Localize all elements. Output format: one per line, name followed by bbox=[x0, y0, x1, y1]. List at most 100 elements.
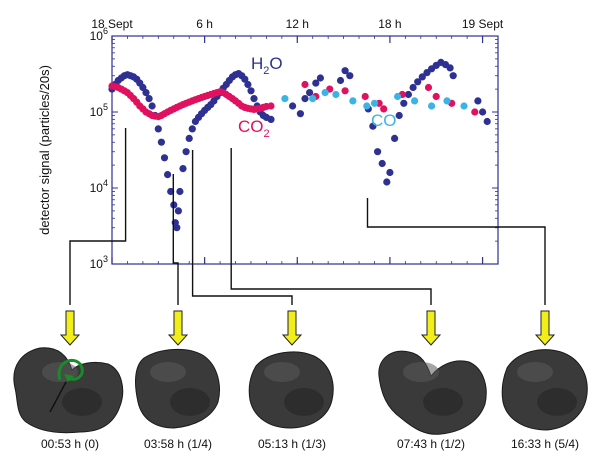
y-tick-base: 10 bbox=[90, 181, 104, 195]
x-tick-label: 18 Sept bbox=[91, 17, 133, 31]
data-point-h2o bbox=[176, 187, 184, 196]
data-point-co2 bbox=[361, 92, 369, 101]
data-point-h2o bbox=[247, 87, 255, 95]
data-point-h2o bbox=[404, 90, 412, 99]
data-point-co bbox=[281, 95, 289, 103]
data-point-h2o bbox=[474, 97, 482, 105]
series-label-main: CO bbox=[371, 111, 397, 130]
data-point-co bbox=[349, 97, 357, 105]
data-point-h2o bbox=[188, 125, 196, 133]
comet-shadow bbox=[423, 388, 463, 416]
comet-nucleus-shape bbox=[248, 351, 334, 429]
y-axis-label: detector signal (particles/20s) bbox=[37, 65, 52, 235]
data-point-h2o bbox=[174, 207, 182, 215]
data-point-h2o bbox=[414, 78, 422, 86]
comet-nucleus-shape bbox=[501, 349, 588, 431]
series-label-subscript: 2 bbox=[264, 128, 270, 140]
data-point-h2o bbox=[185, 134, 193, 142]
data-point-h2o bbox=[374, 148, 382, 156]
data-point-co bbox=[411, 97, 419, 105]
rotation-arrowhead-icon bbox=[64, 374, 74, 382]
data-point-co bbox=[443, 97, 451, 105]
series-label-main: H bbox=[251, 54, 263, 73]
data-point-h2o bbox=[409, 83, 417, 92]
y-tick-exponent: 6 bbox=[103, 26, 108, 36]
snapshot-connector-line bbox=[172, 174, 179, 305]
data-point-h2o bbox=[400, 99, 408, 107]
comet-nucleus-image bbox=[501, 349, 588, 431]
data-point-co2 bbox=[471, 108, 479, 116]
yellow-down-arrow-icon bbox=[59, 310, 81, 346]
data-point-h2o bbox=[391, 134, 399, 142]
data-point-co2 bbox=[301, 80, 309, 89]
data-point-co bbox=[363, 102, 371, 110]
data-points bbox=[108, 58, 491, 232]
data-point-h2o bbox=[341, 67, 349, 75]
snapshot-time-caption: 07:43 h (1/2) bbox=[397, 437, 465, 451]
data-point-h2o bbox=[250, 95, 258, 103]
comet-shadow bbox=[170, 388, 210, 416]
data-point-h2o bbox=[316, 74, 324, 82]
data-point-h2o bbox=[418, 73, 426, 81]
data-point-h2o bbox=[289, 102, 297, 110]
data-point-h2o bbox=[160, 154, 169, 162]
data-point-h2o bbox=[449, 72, 457, 80]
data-point-h2o bbox=[267, 115, 275, 123]
comet-highlight bbox=[403, 362, 439, 382]
data-point-co2 bbox=[432, 92, 440, 101]
data-point-co2 bbox=[267, 102, 275, 110]
comet-shadow bbox=[537, 388, 577, 416]
data-point-co2 bbox=[424, 83, 433, 92]
data-point-h2o bbox=[312, 79, 320, 87]
x-tick-label: 12 h bbox=[286, 17, 309, 31]
series-label-h2o: H2O bbox=[251, 54, 283, 77]
rotation-arrow-icon bbox=[57, 358, 84, 381]
data-point-co2 bbox=[380, 105, 388, 113]
yellow-down-arrow-icon bbox=[281, 310, 303, 346]
data-point-h2o bbox=[164, 171, 172, 179]
series-label-co2: CO2 bbox=[238, 117, 270, 140]
data-point-h2o bbox=[369, 122, 377, 130]
y-tick-exponent: 4 bbox=[103, 178, 108, 188]
x-tick-label: 18 h bbox=[378, 17, 401, 31]
comet-nucleus-shape bbox=[135, 348, 220, 429]
series-label-subscript: 2 bbox=[263, 65, 269, 77]
data-point-h2o bbox=[145, 95, 153, 103]
series-label-co: CO bbox=[371, 111, 397, 130]
data-point-h2o bbox=[173, 224, 181, 232]
comet-nucleus-image bbox=[13, 347, 124, 434]
y-tick-label: 103 bbox=[90, 254, 108, 271]
comet-nucleus-image bbox=[248, 351, 334, 429]
snapshot-time-caption: 05:13 h (1/3) bbox=[258, 437, 326, 451]
data-point-h2o bbox=[179, 165, 187, 173]
data-point-h2o bbox=[148, 102, 156, 110]
yellow-down-arrow-icon bbox=[420, 310, 442, 346]
data-point-co bbox=[394, 92, 402, 101]
comet-nucleus-image bbox=[378, 350, 487, 435]
data-point-h2o bbox=[157, 138, 165, 146]
data-point-h2o bbox=[296, 110, 304, 118]
data-point-h2o bbox=[241, 75, 249, 83]
snapshot-time-caption: 00:53 h (0) bbox=[41, 437, 99, 451]
series-label-tail: O bbox=[269, 54, 282, 73]
y-tick-label: 104 bbox=[90, 178, 108, 195]
snapshot-connector-line bbox=[230, 148, 432, 305]
data-point-co bbox=[309, 95, 317, 103]
data-point-h2o bbox=[346, 72, 354, 80]
y-tick-exponent: 5 bbox=[103, 102, 108, 112]
data-point-h2o bbox=[154, 125, 162, 133]
comet-shadow bbox=[284, 388, 324, 416]
data-point-h2o bbox=[167, 187, 175, 196]
y-tick-base: 10 bbox=[90, 105, 104, 119]
data-point-co bbox=[321, 89, 329, 97]
data-point-h2o bbox=[446, 64, 454, 72]
snapshot-connector-line bbox=[191, 150, 293, 305]
comet-highlight bbox=[150, 362, 186, 382]
plot-frame bbox=[111, 35, 499, 265]
yellow-down-arrow-icon bbox=[534, 310, 556, 346]
snapshot-connector-line bbox=[366, 198, 546, 305]
y-tick-base: 10 bbox=[90, 29, 104, 43]
